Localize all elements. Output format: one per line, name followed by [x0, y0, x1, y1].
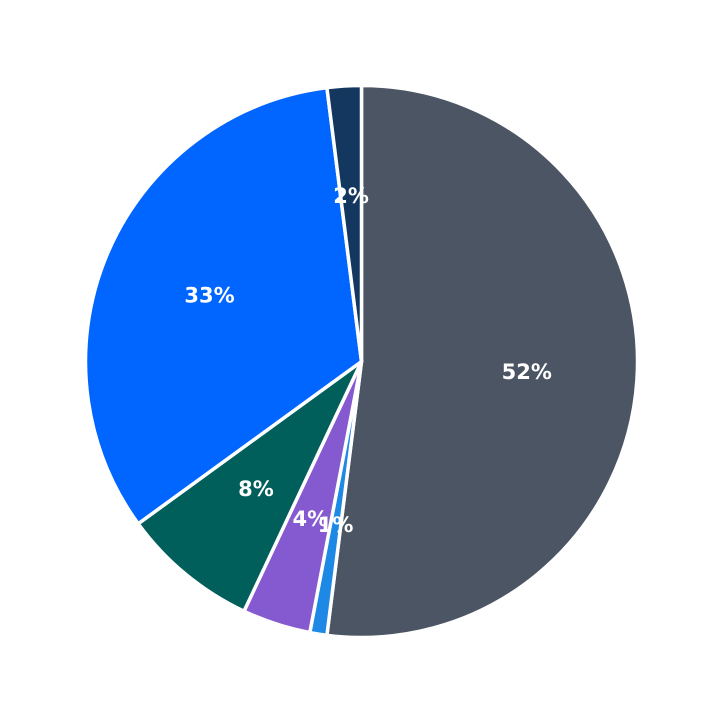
slice-label-2: 4%	[293, 507, 329, 531]
slice-label-3: 8%	[238, 477, 274, 501]
pie-slice-0	[325, 83, 640, 640]
pie-slice-3	[136, 359, 364, 613]
slice-label-5: 2%	[333, 184, 369, 208]
slices-layer	[83, 83, 640, 640]
labels-layer: 52% 1%4% 8% 33% 2%	[184, 184, 552, 537]
slice-label-4: 33%	[184, 284, 234, 308]
pie-slice-5	[325, 83, 364, 364]
pie-slice-4	[83, 85, 364, 526]
slice-label-1: 1%	[318, 513, 354, 537]
slice-label-0: 52%	[502, 360, 552, 384]
